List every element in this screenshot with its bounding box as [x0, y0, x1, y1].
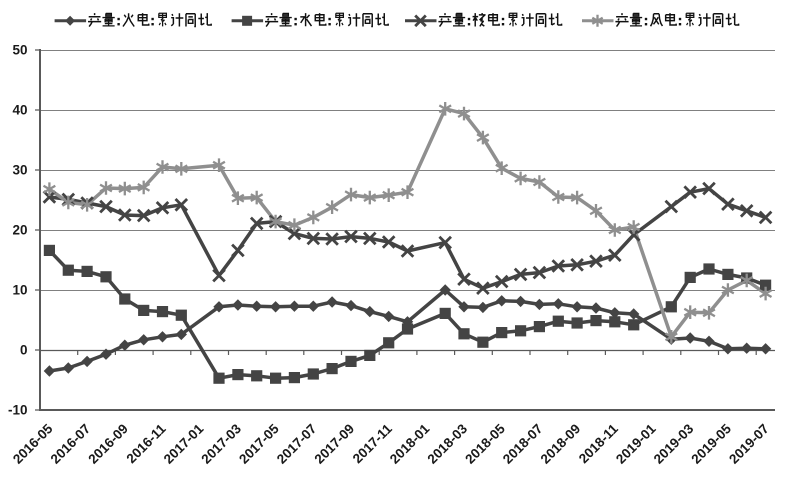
svg-text:-10: -10	[8, 403, 28, 418]
svg-text:40: 40	[12, 103, 27, 118]
svg-text:50: 50	[12, 43, 27, 58]
svg-text:0: 0	[20, 343, 28, 358]
svg-text:30: 30	[12, 163, 27, 178]
svg-text:10: 10	[12, 283, 27, 298]
svg-text:20: 20	[12, 223, 27, 238]
